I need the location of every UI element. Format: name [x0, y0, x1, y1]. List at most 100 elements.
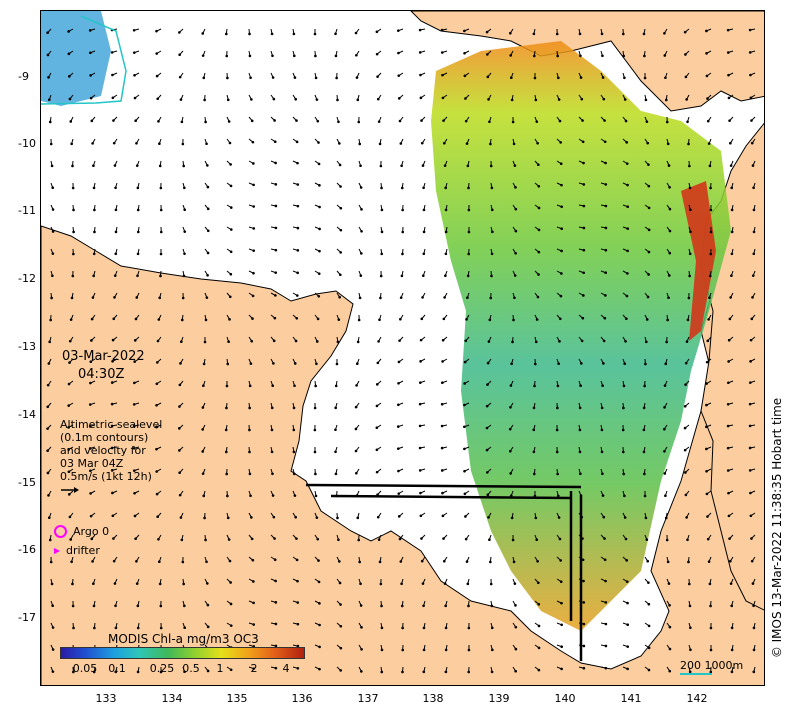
velocity-arrow-head [252, 601, 255, 605]
colorbar-tick: 0.5 [182, 662, 200, 675]
velocity-arrow-head [178, 493, 182, 497]
velocity-arrow-head [292, 406, 296, 410]
velocity-arrow-head [490, 626, 494, 630]
velocity-arrow-head [111, 360, 114, 363]
velocity-arrow-head [225, 406, 228, 410]
velocity-arrow-head [603, 537, 606, 540]
velocity-arrow-head [601, 384, 604, 388]
velocity-arrow-head [442, 559, 446, 563]
velocity-arrow-head [730, 626, 734, 630]
velocity-arrow-head [295, 140, 299, 144]
velocity-arrow-head [159, 274, 162, 278]
velocity-arrow-head [441, 338, 445, 342]
velocity-arrow-head [178, 471, 181, 475]
velocity-arrow-head [51, 252, 55, 255]
velocity-arrow-head [360, 229, 363, 233]
velocity-arrow-head [642, 450, 646, 454]
velocity-arrow-head [621, 450, 625, 454]
velocity-arrow-head [338, 560, 341, 563]
velocity-arrow-head [467, 670, 471, 674]
velocity-arrow-head [224, 32, 228, 36]
velocity-arrow-head [357, 318, 361, 322]
velocity-arrow-head [377, 340, 380, 343]
velocity-arrow-head [560, 623, 563, 627]
velocity-arrow-head [749, 338, 753, 342]
velocity-arrow-head [380, 626, 384, 630]
velocity-arrow-head [70, 296, 74, 300]
velocity-arrow-head [202, 494, 206, 498]
velocity-arrow-head [50, 582, 54, 586]
velocity-arrow-head [110, 469, 114, 472]
velocity-arrow-head [604, 183, 608, 186]
legend-line: Altimetric sealevel [60, 418, 163, 431]
velocity-arrow-head [133, 514, 137, 518]
velocity-arrow-head [709, 626, 713, 630]
velocity-arrow-head [536, 141, 539, 145]
velocity-arrow-head [643, 76, 647, 80]
velocity-arrow-head [380, 186, 383, 190]
velocity-arrow-head [486, 53, 489, 56]
velocity-arrow-head [486, 493, 490, 497]
velocity-arrow-head [133, 381, 136, 385]
velocity-arrow-head [600, 32, 604, 36]
velocity-arrow-head [250, 98, 253, 101]
velocity-arrow-head [110, 381, 114, 384]
velocity-arrow-head [532, 450, 536, 454]
x-tick: 140 [554, 692, 576, 705]
velocity-arrow-head [252, 249, 256, 252]
velocity-arrow-head [558, 340, 561, 343]
velocity-arrow-head [401, 648, 405, 652]
velocity-arrow-head [318, 249, 321, 253]
velocity-arrow-head [419, 360, 422, 363]
velocity-arrow-head [751, 296, 754, 299]
velocity-arrow-head [485, 426, 489, 430]
velocity-arrow-head [666, 560, 670, 564]
velocity-arrow-head [273, 558, 277, 562]
velocity-arrow-head [582, 666, 586, 670]
velocity-arrow-head [155, 447, 158, 451]
velocity-arrow-head [688, 252, 692, 256]
velocity-arrow-head [202, 76, 206, 80]
velocity-arrow-head [663, 384, 667, 387]
velocity-arrow-head [67, 382, 71, 386]
velocity-arrow-head [582, 248, 586, 252]
velocity-arrow-head [135, 142, 138, 145]
velocity-arrow-head [581, 558, 585, 562]
velocity-arrow-head [558, 317, 562, 321]
velocity-arrow-head [422, 648, 426, 652]
velocity-arrow-head [132, 446, 136, 450]
argo-legend: Argo 0 [54, 525, 109, 538]
velocity-arrow-head [90, 339, 93, 342]
velocity-arrow-head [273, 119, 276, 122]
velocity-arrow-head [294, 97, 298, 101]
velocity-arrow-head [625, 294, 629, 298]
velocity-arrow-head [603, 316, 607, 320]
velocity-arrow-head [114, 670, 118, 674]
velocity-arrow-head [604, 666, 608, 670]
velocity-arrow-head [252, 183, 255, 187]
velocity-arrow-head [600, 428, 604, 432]
velocity-arrow-head [205, 296, 209, 299]
velocity-arrow-head [229, 184, 233, 188]
velocity-arrow-head [535, 538, 539, 541]
velocity-arrow-head [440, 51, 444, 54]
velocity-arrow-head [270, 450, 274, 454]
velocity-arrow-head [379, 274, 383, 278]
map-panel [40, 10, 765, 686]
velocity-arrow-head [292, 450, 296, 454]
velocity-arrow-head [466, 274, 470, 278]
velocity-arrow-head [271, 384, 275, 387]
velocity-arrow-head [748, 28, 752, 32]
y-tick: -13 [18, 340, 36, 353]
velocity-arrow-head [663, 31, 666, 35]
velocity-arrow-head [509, 405, 512, 409]
velocity-arrow-head [72, 230, 75, 234]
velocity-arrow-head [155, 425, 158, 429]
velocity-arrow-head [726, 469, 730, 472]
velocity-arrow-head [48, 98, 51, 102]
velocity-arrow-head [92, 582, 95, 586]
velocity-arrow-head [133, 339, 137, 342]
velocity-arrow-head [271, 54, 274, 58]
velocity-arrow-head [467, 230, 471, 234]
velocity-arrow-head [228, 295, 232, 299]
